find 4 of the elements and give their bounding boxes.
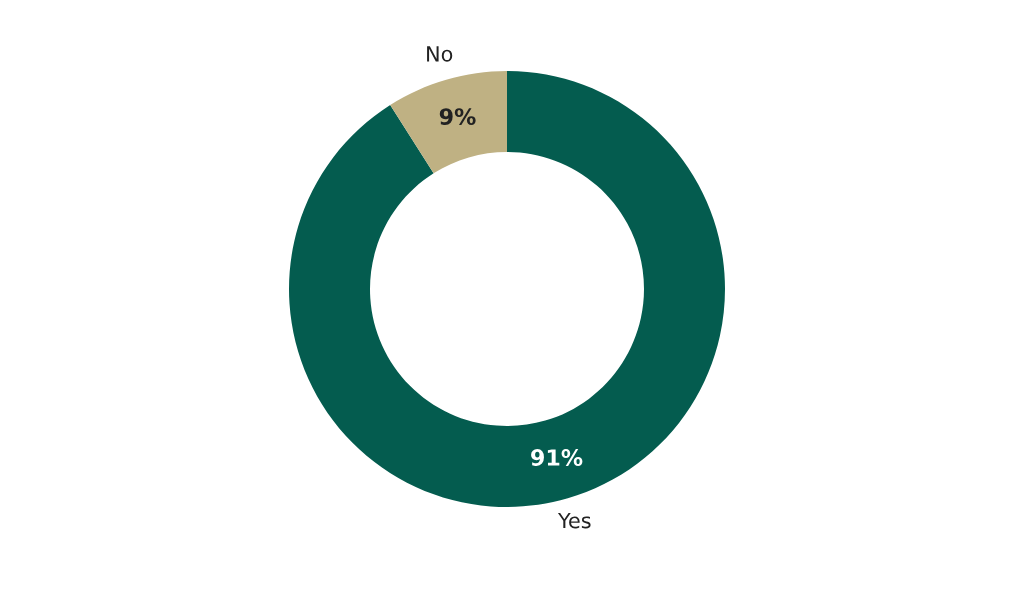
data-label: 9% (439, 108, 476, 125)
data-label: 91% (531, 449, 583, 466)
slice-label: No (427, 46, 453, 62)
slice-label: Yes (557, 512, 591, 529)
